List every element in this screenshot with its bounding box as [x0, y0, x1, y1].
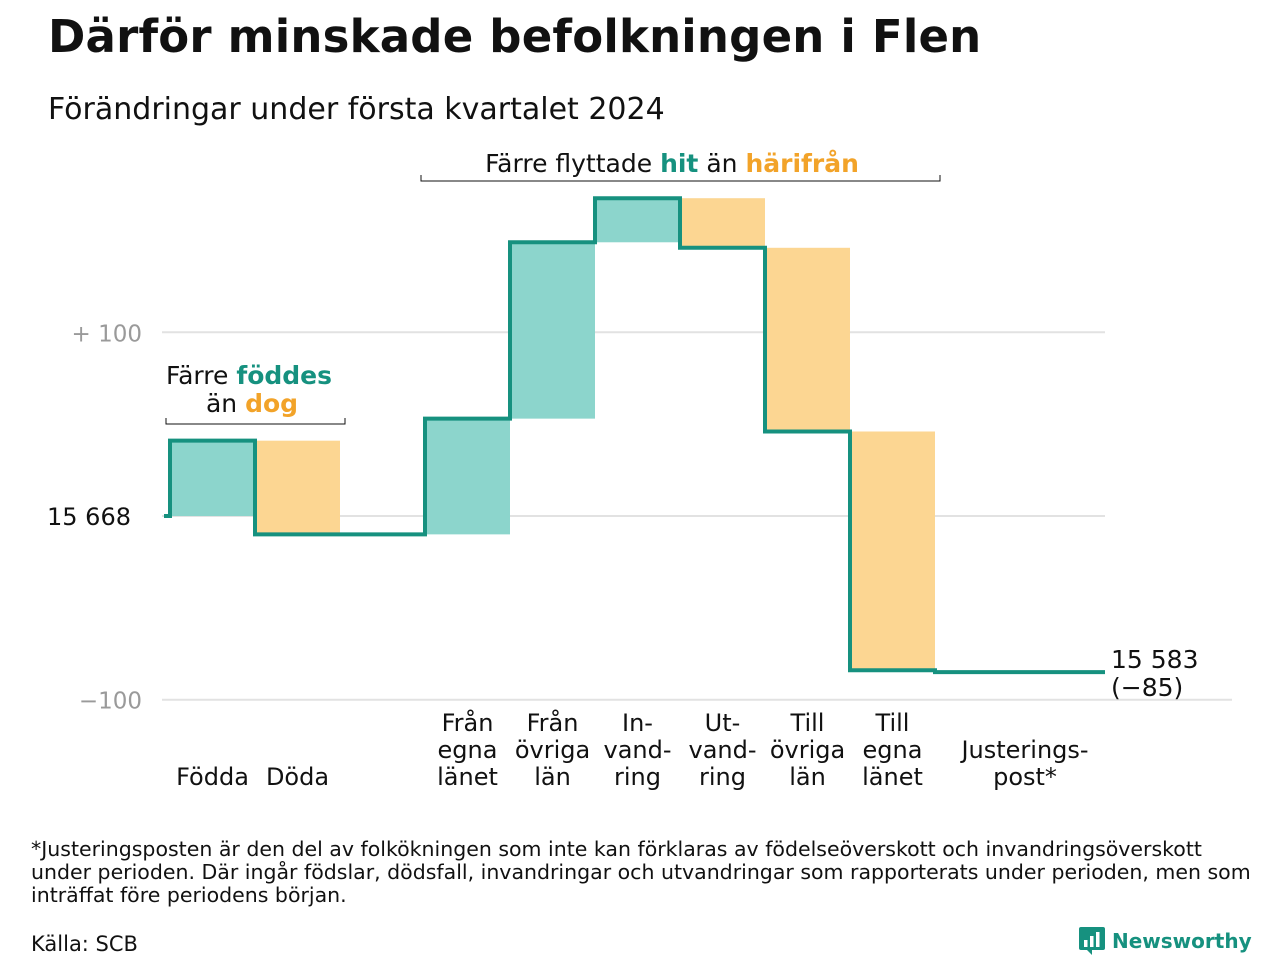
footnote: *Justeringsposten är den del av folkökni…	[31, 837, 1251, 907]
annotation-births-part-0: Färre	[166, 361, 236, 390]
bar-6	[680, 198, 765, 248]
start-value-label: 15 668	[47, 503, 131, 531]
category-label-3-2: länet	[437, 763, 498, 791]
category-label-9-0: Justerings-	[959, 736, 1088, 764]
annotation-migration: Färre flyttade hit än härifrån	[485, 149, 859, 178]
bar-3	[425, 418, 510, 535]
annotation-births-line2: än dog	[206, 389, 298, 418]
logo-text: Newsworthy	[1112, 929, 1252, 953]
annotation-migration-part-3: härifrån	[745, 149, 858, 178]
bar-7	[765, 247, 850, 432]
newsworthy-chart-icon	[1079, 927, 1105, 955]
end-change-label: (−85)	[1111, 673, 1183, 702]
source-note: Källa: SCB	[31, 932, 138, 956]
category-label-0-0: Födda	[176, 763, 249, 791]
chart-title: Därför minskade befolkningen i Flen	[48, 10, 982, 63]
category-label-7-2: län	[789, 763, 826, 791]
annotation-births-bracket	[165, 418, 346, 425]
category-label-8-2: länet	[862, 763, 923, 791]
category-label-5-0: In-	[622, 709, 653, 737]
category-label-4-1: övriga	[515, 736, 590, 764]
bar-0	[170, 440, 255, 516]
bar-1	[255, 440, 340, 535]
y-tick-label-1: −100	[79, 689, 142, 715]
annotation-migration-part-2: än	[698, 149, 745, 178]
annotation-migration-bracket	[420, 175, 941, 182]
category-label-8-0: Till	[875, 709, 910, 737]
bar-4	[510, 242, 595, 419]
category-label-5-1: vand-	[603, 736, 671, 764]
y-tick-label-0: + 100	[72, 321, 142, 347]
category-label-4-2: län	[534, 763, 571, 791]
end-value-label: 15 583	[1111, 645, 1198, 674]
annotation-deaths-part-1: dog	[245, 389, 298, 418]
category-label-3-0: Från	[442, 708, 494, 737]
annotation-migration-part-1: hit	[660, 149, 698, 178]
annotation-births-line1: Färre föddes	[166, 361, 332, 390]
category-label-6-2: ring	[699, 763, 746, 791]
bar-5	[595, 198, 680, 243]
annotation-migration-part-0: Färre flyttade	[485, 149, 660, 178]
annotation-births-part-1: föddes	[236, 361, 332, 390]
newsworthy-logo: Newsworthy	[1078, 926, 1252, 956]
category-label-7-1: övriga	[770, 736, 845, 764]
category-label-6-0: Ut-	[705, 709, 741, 737]
bar-8	[850, 431, 935, 671]
category-label-5-2: ring	[614, 763, 661, 791]
chart-subtitle: Förändringar under första kvartalet 2024	[48, 92, 665, 127]
category-label-9-1: post*	[993, 763, 1057, 791]
category-label-7-0: Till	[790, 709, 825, 737]
category-label-3-1: egna	[438, 736, 498, 764]
cumulative-line	[164, 196, 1105, 675]
category-label-6-1: vand-	[688, 736, 756, 764]
category-label-4-0: Från	[527, 708, 579, 737]
category-label-8-1: egna	[863, 736, 923, 764]
annotation-deaths-part-0: än	[206, 389, 245, 418]
category-label-1-0: Döda	[266, 763, 329, 791]
